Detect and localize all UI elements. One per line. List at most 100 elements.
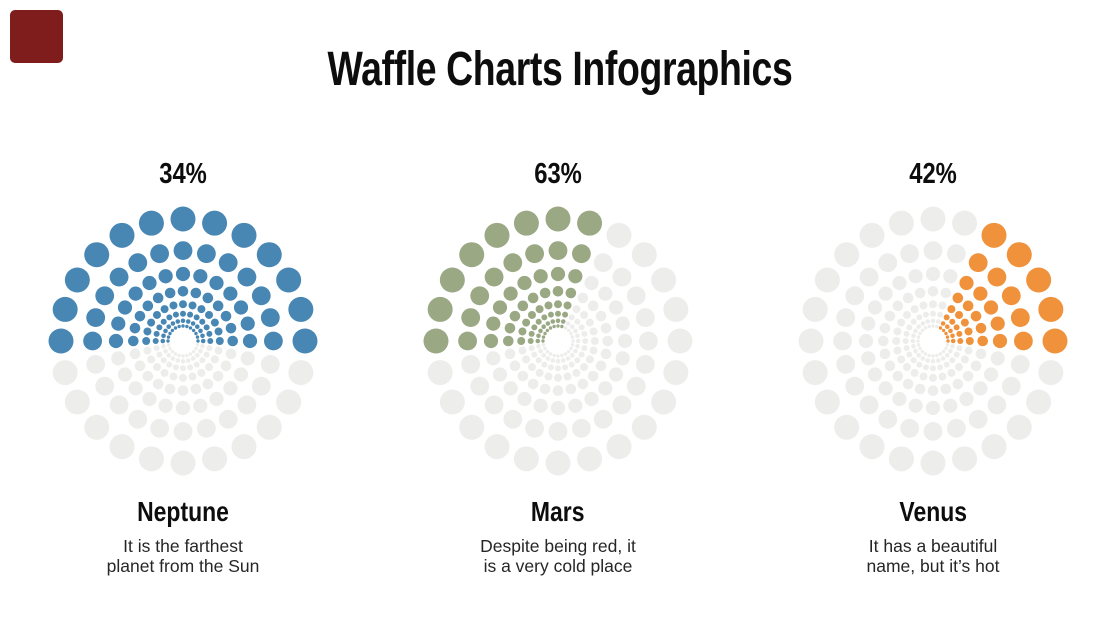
chart-dot xyxy=(206,345,213,352)
chart-dot xyxy=(948,328,953,334)
chart-dot xyxy=(802,360,828,386)
chart-dot xyxy=(581,345,588,352)
chart-dot xyxy=(884,360,896,372)
chart-dot xyxy=(908,269,923,284)
chart-dot xyxy=(543,346,547,351)
chart-dot xyxy=(935,353,939,358)
chart-dot xyxy=(128,335,139,347)
chart-dot xyxy=(276,389,302,415)
chart-dot xyxy=(483,333,499,349)
chart-dot xyxy=(541,361,548,368)
chart-dot xyxy=(925,358,931,363)
chart-dot xyxy=(256,242,282,268)
chart-dot xyxy=(555,358,561,364)
chart-dot xyxy=(556,354,560,358)
chart-dot xyxy=(84,242,110,268)
chart-dot xyxy=(527,292,539,304)
chart-dot xyxy=(242,333,258,349)
chart-dot xyxy=(943,361,950,368)
chart-dot xyxy=(533,398,548,413)
description-line: is a very cold place xyxy=(483,556,633,576)
chart-dot xyxy=(194,324,200,330)
chart-dot xyxy=(913,328,918,334)
chart-dot xyxy=(949,318,956,325)
chart-dot xyxy=(892,391,907,407)
description-line: It has a beautiful xyxy=(868,536,998,556)
chart-dot xyxy=(536,343,541,349)
chart-dot xyxy=(160,305,169,314)
chart-dot xyxy=(973,286,988,301)
chart-dot xyxy=(197,244,216,264)
chart-dot xyxy=(142,337,151,345)
percent-label-neptune: 34% xyxy=(159,158,207,190)
chart-dot xyxy=(218,253,238,273)
chart-dot xyxy=(940,287,952,299)
chart-dot xyxy=(150,418,169,438)
chart-dot xyxy=(111,316,126,331)
chart-dot xyxy=(947,305,956,314)
chart-dot xyxy=(836,355,856,374)
chart-dot xyxy=(573,328,578,334)
chart-dot xyxy=(177,324,181,329)
chart-dot xyxy=(941,349,946,354)
chart-dot xyxy=(180,358,186,364)
chart-dot xyxy=(960,318,969,327)
chart-dot xyxy=(153,345,160,352)
chart-dot xyxy=(920,349,925,354)
chart-dot xyxy=(173,241,193,260)
chart-dot xyxy=(560,319,566,324)
chart-dot xyxy=(563,352,568,356)
chart-dot xyxy=(943,269,958,284)
chart-dot xyxy=(117,300,133,315)
chart-dot xyxy=(504,348,516,360)
chart-dot xyxy=(461,355,481,374)
chart-dot xyxy=(175,358,181,363)
chart-dot xyxy=(548,352,553,356)
chart-dot xyxy=(957,338,964,344)
chart-dot xyxy=(95,286,115,306)
chart-dot xyxy=(836,308,856,327)
chart-dot xyxy=(878,409,898,429)
chart-dot xyxy=(215,337,224,345)
chart-dot xyxy=(550,358,556,363)
chart-dot xyxy=(527,363,536,372)
chart-dot xyxy=(943,314,950,321)
description-line: planet from the Sun xyxy=(106,556,260,576)
chart-dot xyxy=(949,357,956,364)
chart-dot xyxy=(945,343,950,347)
chart-dot xyxy=(595,310,607,322)
chart-dot xyxy=(227,335,238,347)
chart-dot xyxy=(170,328,175,333)
chart-dot xyxy=(595,360,607,372)
chart-dot xyxy=(568,361,575,368)
chart-dot xyxy=(970,360,982,372)
chart-dot xyxy=(170,356,176,361)
chart-dot xyxy=(196,339,200,343)
chart-dot xyxy=(84,414,110,440)
chart-dot xyxy=(916,361,923,368)
chart-dot xyxy=(128,253,148,273)
chart-dot xyxy=(550,400,566,416)
chart-dot xyxy=(598,381,613,396)
chart-dot xyxy=(185,358,191,363)
chart-dot xyxy=(913,348,918,354)
chart-dot xyxy=(950,343,955,349)
chart-dot xyxy=(893,327,902,336)
chart-dot xyxy=(970,310,982,322)
description-line: name, but it’s hot xyxy=(866,556,1000,576)
chart-dot xyxy=(513,210,539,236)
chart-dot xyxy=(288,296,314,322)
chart-dot xyxy=(64,267,90,293)
chart-dot xyxy=(914,383,926,395)
chart-dot xyxy=(539,287,551,299)
chart-dot xyxy=(547,311,554,318)
chart-dot xyxy=(531,351,538,358)
chart-dot xyxy=(960,355,969,364)
chart-dot xyxy=(910,368,919,377)
chart-dot xyxy=(203,351,210,358)
chart-dot xyxy=(937,311,944,318)
chart-dot xyxy=(260,308,280,327)
chart-dot xyxy=(180,318,186,324)
chart-dot xyxy=(427,360,453,386)
chart-dot xyxy=(1010,308,1030,327)
